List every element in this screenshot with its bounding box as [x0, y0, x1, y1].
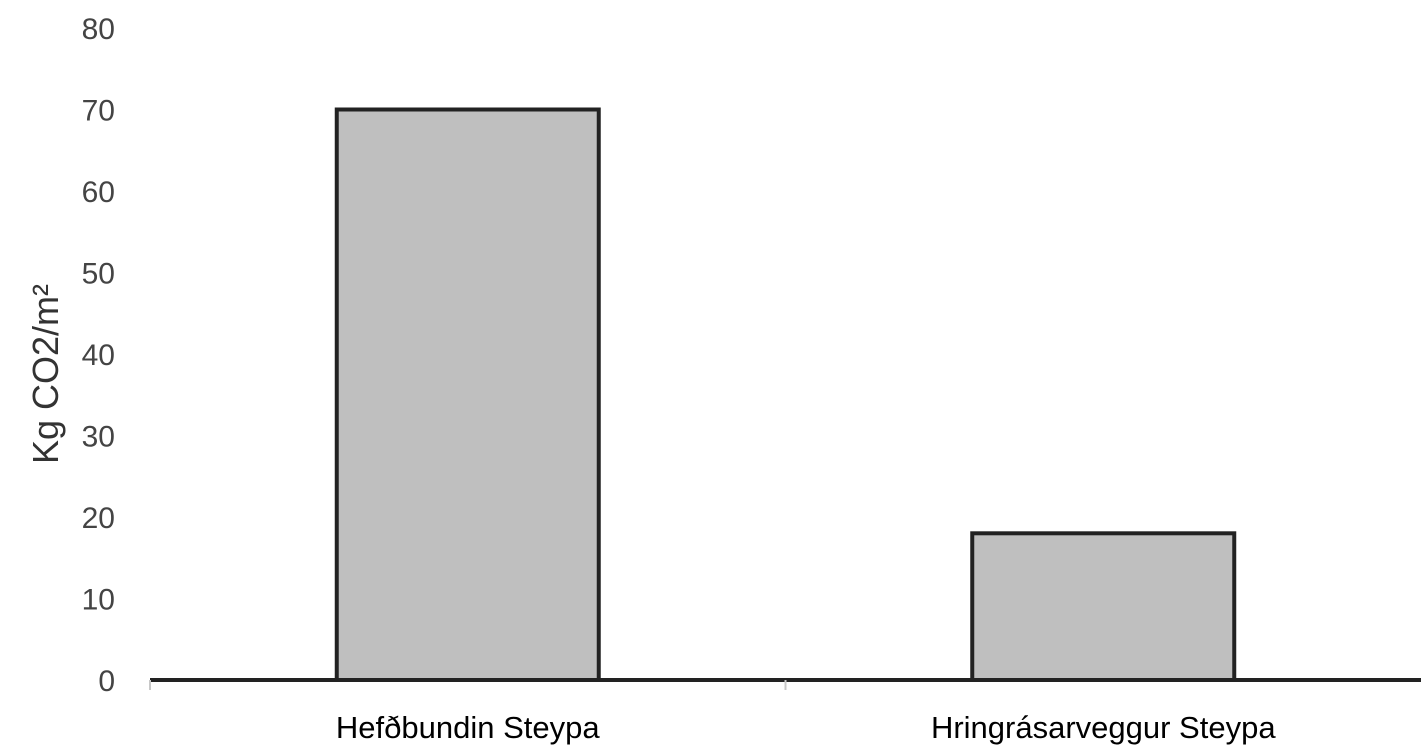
y-tick-label: 10	[82, 584, 115, 617]
bars-group	[334, 107, 1237, 682]
x-category-label: Hringrásarveggur Steypa	[931, 710, 1276, 745]
x-axis	[149, 678, 1421, 690]
y-tick-label: 20	[82, 502, 115, 535]
y-axis-title: Kg CO2/m²	[25, 284, 66, 464]
y-axis-ticks: 0 10 20 30 40 50 60 70 80	[82, 13, 115, 698]
y-tick-label: 0	[98, 665, 115, 698]
y-tick-label: 70	[82, 95, 115, 128]
y-tick-label: 80	[82, 13, 115, 46]
y-tick-label: 40	[82, 339, 115, 372]
x-category-label: Hefðbundin Steypa	[336, 710, 600, 745]
bar	[970, 531, 1237, 682]
y-tick-label: 50	[82, 258, 115, 291]
bar	[334, 107, 601, 682]
y-tick-label: 30	[82, 421, 115, 454]
y-tick-label: 60	[82, 176, 115, 209]
x-axis-labels: Hefðbundin Steypa Hringrásarveggur Steypa	[336, 710, 1276, 745]
